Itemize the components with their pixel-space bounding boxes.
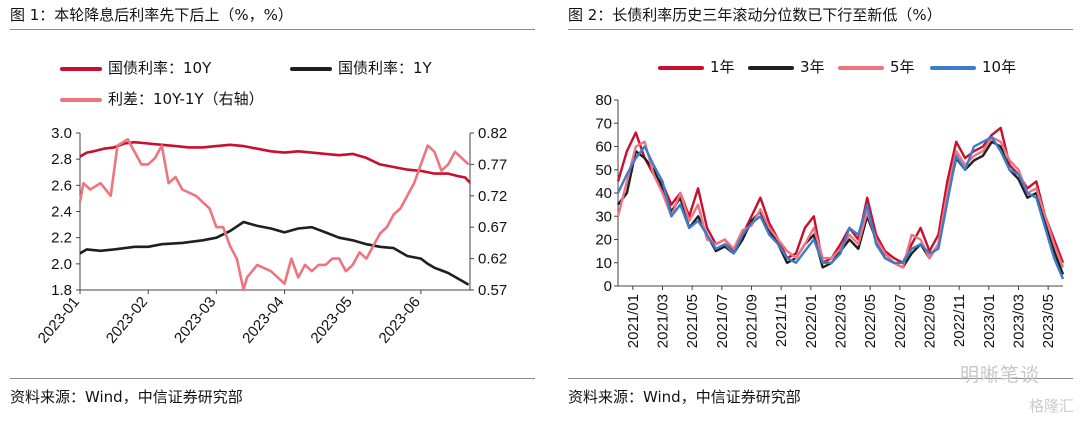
y-tick-label-right: 0.57 [478,282,507,299]
y-tick-label-right: 0.82 [478,125,507,142]
x-tick-label: 2021/11 [773,294,790,347]
y-tick-label: 10 [595,255,612,272]
left-chart-title: 图 1：本轮降息后利率先下后上（%，%） [10,6,293,24]
legend-label-1y: 国债利率：1Y [338,59,432,77]
x-tick-label: 2021/03 [655,294,672,348]
x-tick-label: 2021/01 [625,294,642,348]
y-tick-label-left: 2.2 [51,230,72,247]
y-tick-label-right: 0.72 [478,188,507,205]
y-tick-label: 30 [595,208,612,225]
legend-swatch-10y [60,66,102,71]
x-tick-label: 2022/03 [833,294,850,348]
y-tick-label-left: 2.4 [51,204,72,221]
left-chart-source: 资料来源：Wind，中信证券研究部 [10,388,243,406]
left-chart-panel: 图 1：本轮降息后利率先下后上（%，%） 国债利率：10Y 国债利率：1Y 利差… [10,6,535,406]
y-tick-label-left: 1.8 [51,282,72,299]
x-tick-label: 2023-01 [35,294,83,347]
right-chart-title: 图 2：长债利率历史三年滚动分位数已下行至新低（%） [568,6,942,24]
x-tick-label: 2022/07 [892,294,909,348]
legend-swatch-3yr [748,65,794,70]
legend-label-10yr: 10年 [982,58,1017,76]
y-tick-label-right: 0.77 [478,156,507,173]
y-tick-label-left: 2.6 [51,177,72,194]
y-tick-label-left: 2.8 [51,151,72,168]
right-title-rule [568,29,1073,30]
watermark-logo: 明晰笔谈 [959,364,1040,386]
x-tick-label: 2023/01 [981,294,998,348]
y-tick-label-right: 0.67 [478,219,507,236]
y-tick-label: 50 [595,162,612,179]
y-tick-label: 0 [604,278,612,295]
x-tick-label: 2022/01 [803,294,820,348]
legend-swatch-1yr [658,65,704,70]
left-source-rule [10,378,535,379]
y-tick-label: 70 [595,115,612,132]
x-tick-label: 2023-04 [239,294,287,347]
legend-label-10y: 国债利率：10Y [108,59,212,77]
series-1y-line [79,220,470,286]
x-tick-label: 2022/11 [951,294,968,347]
legend-swatch-5yr [838,65,884,70]
legend-3yr: 3年 [748,56,825,77]
y-tick-label-right: 0.62 [478,251,507,268]
y-tick-label: 60 [595,139,612,156]
legend-swatch-spread [60,97,102,102]
y-tick-label: 80 [595,92,612,109]
right-chart-source: 资料来源：Wind，中信证券研究部 [568,388,801,406]
right-chart-panel: 图 2：长债利率历史三年滚动分位数已下行至新低（%） 1年 3年 5年 10年 … [558,0,1080,421]
x-tick-label: 2022/05 [862,294,879,348]
legend-10y: 国债利率：10Y [60,57,211,78]
y-tick-label-left: 2.0 [51,256,72,273]
right-chart-svg: 80 70 60 50 40 30 20 10 0 2021/01 2021/03 2021/05 20… [595,92,1065,348]
x-tick-label: 2023/03 [1011,294,1028,348]
legend-swatch-10yr [930,65,976,70]
x-tick-label: 2023-03 [171,294,219,347]
x-tick-label: 2021/05 [684,294,701,348]
x-tick-label: 2023-06 [376,294,424,347]
legend-label-spread: 利差：10Y-1Y（右轴） [108,90,264,108]
legend-1yr: 1年 [658,56,735,77]
watermark-sub: 格隆汇 [1028,397,1074,415]
y-tick-label-left: 3.0 [51,125,72,142]
series-1yr-line [616,126,1065,264]
series-10y-line [79,140,471,184]
legend-label-1yr: 1年 [710,58,735,76]
series-10yr-line [616,135,1065,280]
x-tick-label: 2021/09 [744,294,761,348]
y-tick-label: 20 [595,232,612,249]
left-title-rule [10,29,535,30]
series-5yr-line [616,135,1065,269]
series-spread-line [78,138,470,292]
legend-1y: 国债利率：1Y [290,57,432,78]
x-tick-label: 2022/09 [922,294,939,348]
right-source-rule [568,378,1073,379]
legend-5yr: 5年 [838,56,915,77]
left-chart-svg: 3.0 2.8 2.6 2.4 2.2 2.0 1.8 0.82 0.77 0.72 0.67 0.6… [35,125,508,347]
legend-10yr: 10年 [930,56,1016,77]
x-tick-label: 2023/05 [1040,294,1057,348]
y-tick-label: 40 [595,185,612,202]
legend-swatch-1y [290,66,332,71]
x-tick-label: 2021/07 [714,294,731,348]
legend-label-5yr: 5年 [890,58,915,76]
legend-spread: 利差：10Y-1Y（右轴） [60,88,264,109]
legend-label-3yr: 3年 [800,58,825,76]
x-tick-label: 2023-02 [103,294,151,347]
x-tick-label: 2023-05 [307,294,355,347]
